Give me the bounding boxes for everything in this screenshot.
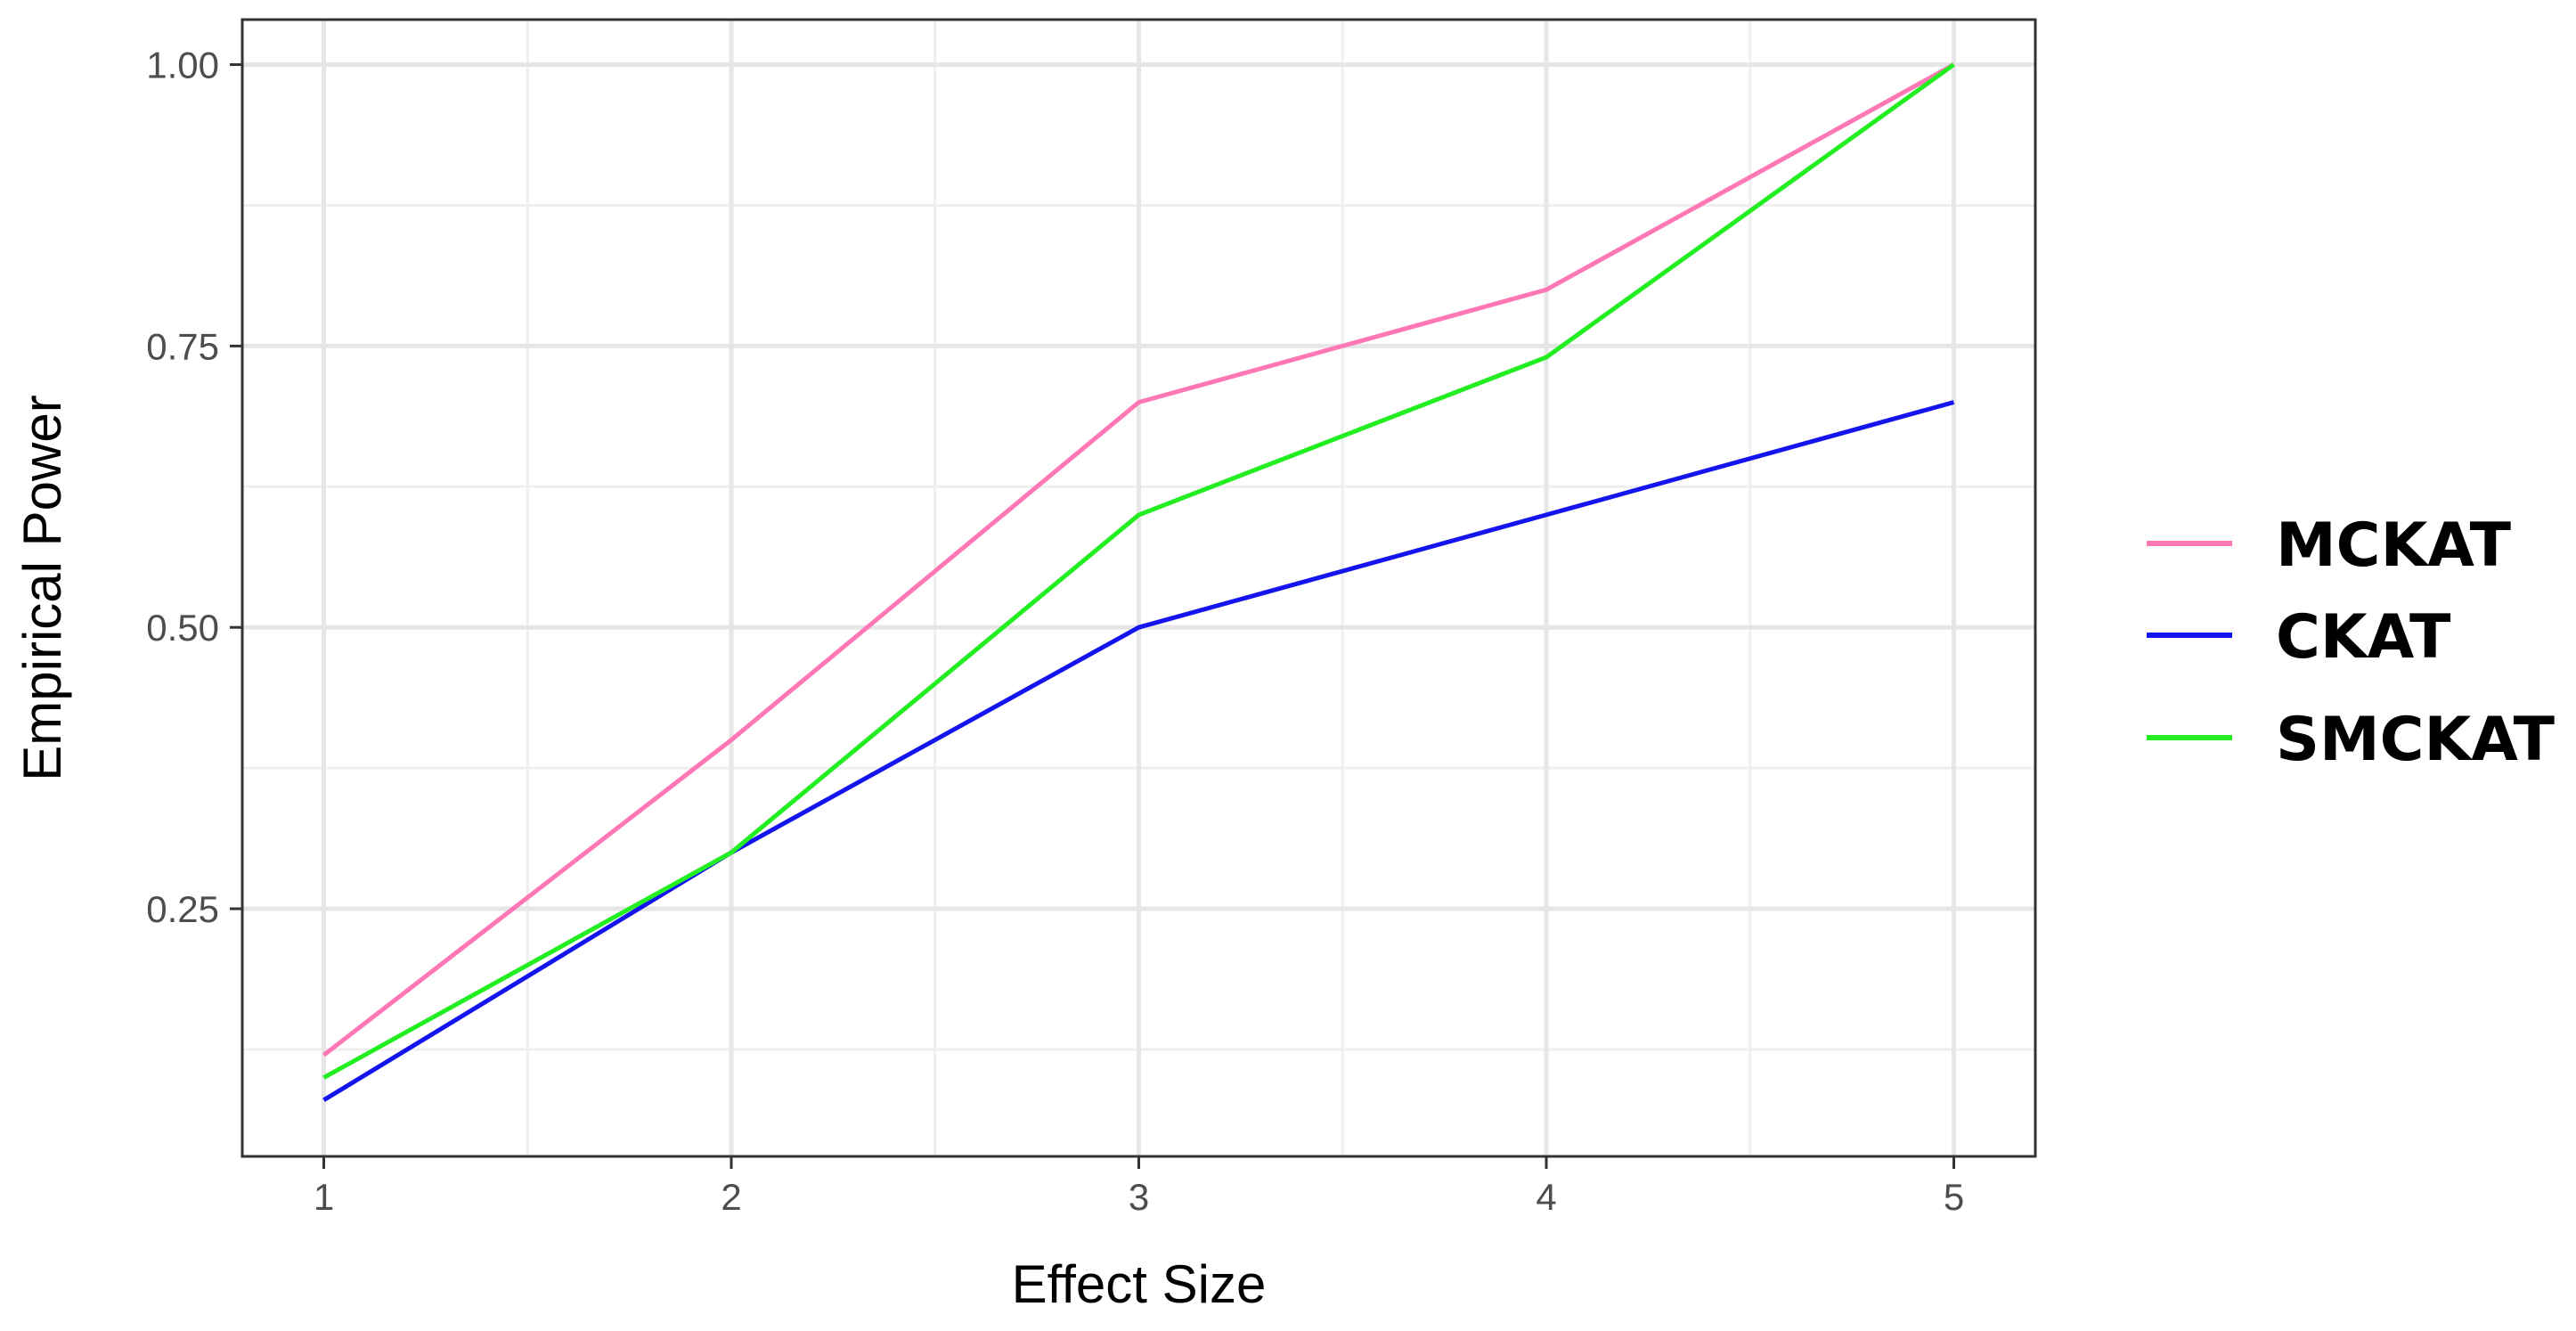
x-axis-title: Effect Size — [1012, 1254, 1267, 1314]
legend: MCKAT CKAT SMCKAT — [2147, 510, 2556, 775]
y-axis-ticks: 0.25 0.50 0.75 1.00 — [146, 45, 242, 930]
series-line-ckat — [322, 400, 1955, 1102]
x-tick-label: 3 — [1129, 1176, 1149, 1218]
x-tick-label: 5 — [1944, 1176, 1964, 1218]
y-tick-label: 0.75 — [146, 325, 219, 367]
x-tick-label: 2 — [721, 1176, 741, 1218]
x-tick-label: 4 — [1536, 1176, 1556, 1218]
legend-label-mckat: MCKAT — [2276, 510, 2512, 581]
y-tick-label: 0.25 — [146, 888, 219, 930]
series-line-mckat — [322, 62, 1955, 1057]
y-tick-label: 0.50 — [146, 607, 219, 649]
legend-label-ckat: CKAT — [2276, 602, 2451, 673]
y-tick-label: 1.00 — [146, 45, 219, 86]
x-axis-ticks: 1 2 3 4 5 — [314, 1156, 1964, 1218]
x-tick-label: 1 — [314, 1176, 334, 1218]
y-axis-title: Empirical Power — [12, 395, 72, 780]
series-line-smckat — [322, 62, 1955, 1080]
series-lines — [322, 62, 1955, 1102]
legend-label-smckat: SMCKAT — [2276, 705, 2556, 775]
